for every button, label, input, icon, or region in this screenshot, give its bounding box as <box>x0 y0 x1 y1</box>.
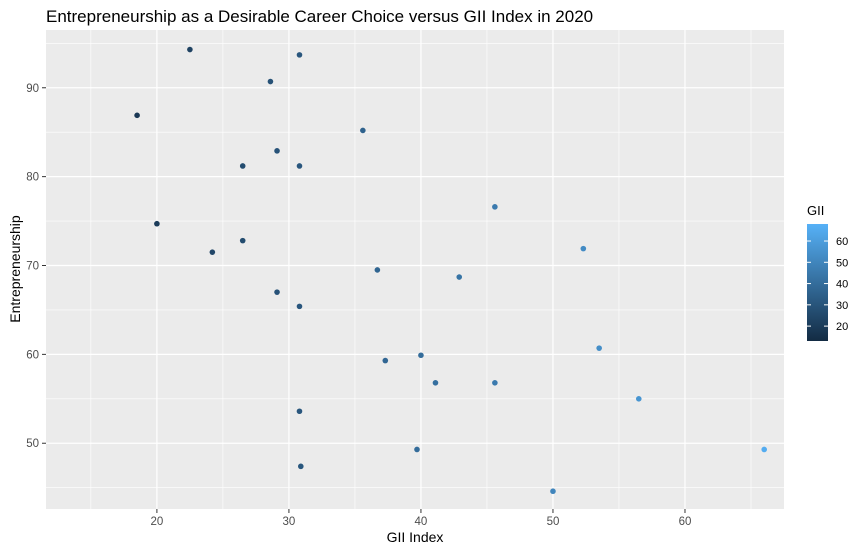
data-point <box>154 220 160 227</box>
legend-tick-label: 20 <box>836 321 848 333</box>
legend-title: GII <box>807 203 824 218</box>
legend-tick-label: 50 <box>836 257 848 269</box>
data-point <box>267 78 274 85</box>
data-point <box>382 357 389 364</box>
data-point <box>414 446 420 453</box>
data-point <box>635 396 642 402</box>
legend-ticks: 20 30 40 50 60 <box>807 236 848 333</box>
data-point <box>432 380 439 386</box>
data-point <box>374 267 381 273</box>
x-axis-ticks: 20 30 40 50 60 <box>150 509 691 528</box>
data-point <box>298 463 304 470</box>
data-points <box>134 46 767 495</box>
data-point <box>296 163 303 169</box>
data-point <box>274 289 280 295</box>
y-tick-label: 90 <box>26 83 39 95</box>
data-point <box>492 204 498 210</box>
data-point <box>456 274 463 280</box>
data-point <box>596 345 602 351</box>
data-point <box>492 380 498 386</box>
data-point <box>209 249 216 255</box>
y-axis-ticks: 50 60 70 80 90 <box>26 83 46 450</box>
legend-tick-label: 60 <box>836 236 848 248</box>
x-tick-label: 50 <box>547 516 560 528</box>
x-axis-title: GII Index <box>387 529 444 545</box>
data-point <box>550 488 556 495</box>
y-tick-label: 50 <box>26 438 39 450</box>
y-tick-label: 70 <box>26 261 39 273</box>
color-legend: GII 20 30 40 50 60 <box>807 203 848 341</box>
y-tick-label: 80 <box>26 172 39 184</box>
x-tick-label: 30 <box>283 516 296 528</box>
data-point <box>580 245 587 252</box>
legend-tick-label: 30 <box>836 300 848 312</box>
data-point <box>187 46 193 53</box>
x-tick-label: 20 <box>150 516 163 528</box>
data-point <box>296 303 303 310</box>
x-tick-label: 60 <box>679 516 692 528</box>
data-point <box>418 352 424 359</box>
y-tick-label: 60 <box>26 349 39 361</box>
data-point <box>239 163 246 169</box>
data-point <box>296 52 303 58</box>
data-point <box>239 237 246 244</box>
plot-panel <box>46 30 784 509</box>
data-point <box>134 112 140 119</box>
data-point <box>296 408 303 415</box>
data-point <box>761 446 767 453</box>
chart-title: Entrepreneurship as a Desirable Career C… <box>46 7 593 26</box>
x-tick-label: 40 <box>415 516 428 528</box>
y-axis-title: Entrepreneurship <box>7 215 23 323</box>
legend-tick-label: 40 <box>836 279 848 291</box>
legend-colorbar <box>807 224 828 341</box>
data-point <box>360 127 366 134</box>
grid-lines <box>46 30 784 509</box>
data-point <box>274 148 280 154</box>
